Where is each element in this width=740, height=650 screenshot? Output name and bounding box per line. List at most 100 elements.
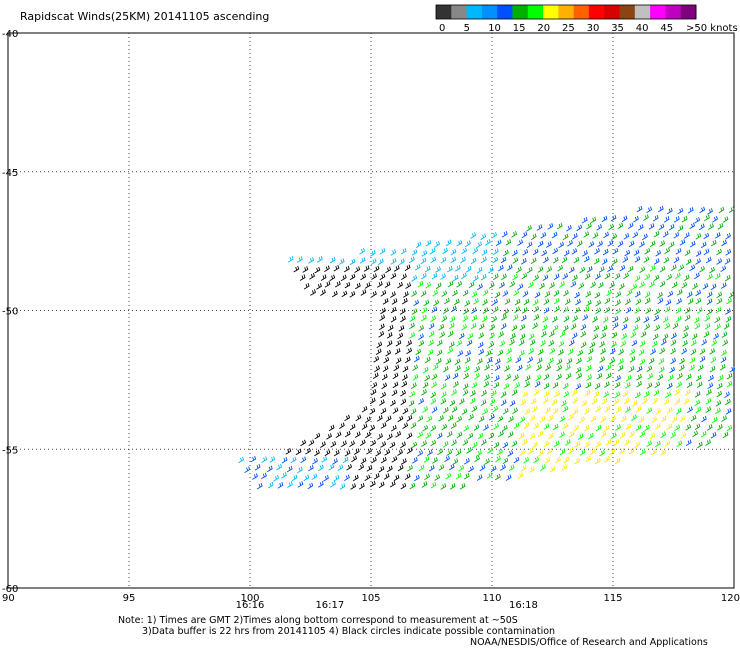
wind-barb [712,215,718,223]
wind-barb [461,323,468,331]
wind-barb [649,265,656,272]
wind-barb [676,298,682,305]
wind-barb [636,205,643,213]
wind-barb [307,482,314,490]
wind-barb [711,339,718,347]
wind-barb [462,315,469,322]
wind-barb [638,241,645,248]
wind-barb [432,457,438,464]
wind-barb [463,365,470,373]
wind-barb [599,341,605,348]
wind-barb [478,348,485,356]
wind-barb [703,248,710,256]
wind-barb [552,256,559,264]
wind-barb [400,247,407,255]
legend-swatch [665,5,682,19]
wind-barb [490,465,497,473]
wind-barb [328,463,335,471]
wind-barb [285,448,292,455]
wind-barb [427,349,434,356]
wind-barb [694,216,701,224]
wind-barb [654,308,660,316]
wind-barb [584,389,591,397]
wind-barb [696,441,703,449]
wind-barb [355,414,362,422]
wind-barb [370,388,377,396]
wind-barb [582,250,588,257]
wind-barb [643,256,650,263]
wind-barb [517,239,524,246]
wind-barb [646,440,653,447]
wind-barb [685,439,692,446]
wind-barb [442,407,449,414]
wind-barb [663,216,670,223]
wind-barb [533,305,540,313]
legend-frame [435,4,697,20]
wind-barb [411,441,418,449]
wind-barb [573,256,580,264]
wind-barb [705,397,712,405]
wind-barb [686,381,693,388]
wind-barb [715,400,722,407]
wind-barb [559,448,566,456]
wind-barb [660,431,667,439]
wind-barb [344,449,351,457]
wind-barb [359,439,366,446]
wind-barb [582,314,589,321]
wind-barb [520,314,527,322]
wind-barb [430,481,437,489]
wind-barb [334,280,341,288]
wind-barb [385,415,392,422]
wind-barb [432,289,439,297]
wind-barb [441,290,448,297]
legend-swatch [466,5,483,19]
wind-barb [635,406,642,413]
wind-barb [470,257,477,265]
wind-barb [400,315,406,323]
wind-barb [273,474,280,482]
wind-barb [398,258,405,266]
wind-barb [370,456,377,464]
wind-barb [404,356,411,364]
wind-barb [603,391,609,398]
wind-barb [603,381,610,388]
wind-barb [421,481,428,488]
wind-barb [438,464,445,471]
wind-barb [509,333,516,340]
wind-barb [537,450,544,457]
wind-barb [431,381,437,389]
wind-barb [620,415,627,423]
wind-barb [295,448,302,456]
wind-barb [324,265,330,272]
wind-barb [473,298,479,305]
wind-barb [422,424,429,432]
wind-barb [702,283,709,290]
wind-barb [537,240,544,248]
wind-barb [370,258,377,265]
wind-barb [406,415,413,422]
wind-barb [722,216,729,223]
wind-barb [523,456,530,464]
wind-barb [511,324,518,332]
legend-swatch [680,5,697,19]
legend-label: >50 knots [686,23,738,34]
wind-barb [440,483,447,490]
wind-barb [556,364,563,372]
wind-barb [639,430,646,438]
wind-barb [583,231,590,238]
wind-barb [254,463,261,471]
wind-barb [643,391,650,398]
wind-barb [618,348,624,356]
wind-barb [575,366,582,374]
wind-barb [658,366,665,373]
wind-barb [409,482,416,490]
wind-barb [543,373,550,381]
wind-barb [513,374,519,381]
wind-barb [684,249,691,256]
wind-barb [440,398,447,405]
wind-barb [373,265,380,273]
wind-barb [502,308,509,316]
wind-barb [377,258,384,265]
wind-barb [420,272,427,280]
wind-barb [421,440,427,447]
